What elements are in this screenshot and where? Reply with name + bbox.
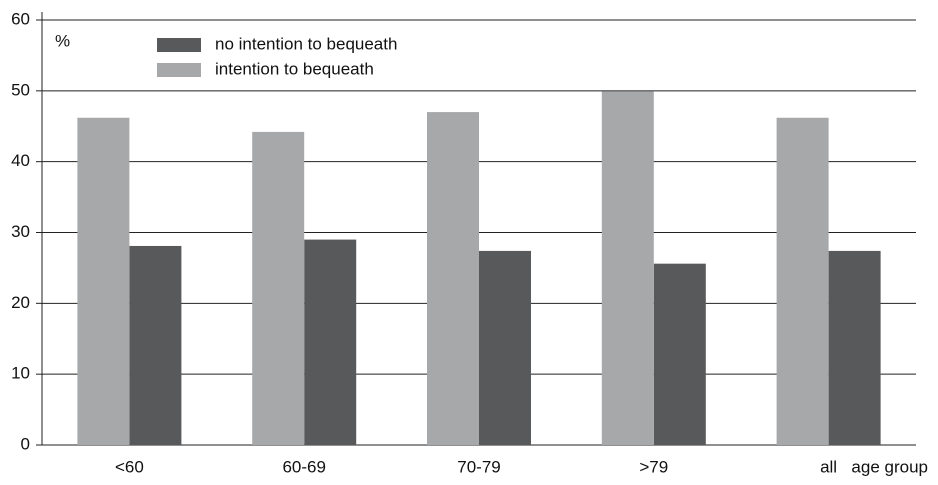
x-tick-label: >79: [639, 457, 668, 476]
legend-label: intention to bequeath: [215, 59, 374, 78]
y-tick-label: 40: [11, 151, 30, 170]
bar: [304, 239, 357, 445]
bar: [427, 112, 479, 445]
bar: [828, 250, 881, 445]
bar: [479, 250, 531, 445]
x-tick-label: all: [820, 457, 837, 476]
legend-swatch: [157, 63, 201, 77]
bar: [601, 91, 654, 446]
y-tick-label: 60: [11, 9, 30, 28]
bar: [129, 245, 182, 445]
bar: [77, 117, 130, 445]
y-tick-label: 30: [11, 222, 30, 241]
y-tick-label: 0: [21, 434, 30, 453]
y-tick-label: 50: [11, 80, 30, 99]
x-tick-label: <60: [115, 457, 144, 476]
y-axis-label: %: [55, 31, 70, 50]
bar: [653, 263, 706, 445]
y-tick-label: 20: [11, 293, 30, 312]
bar: [776, 117, 829, 445]
x-axis-label: age group: [851, 457, 928, 476]
x-tick-label: 70-79: [457, 457, 500, 476]
legend-label: no intention to bequeath: [215, 34, 397, 53]
x-tick-label: 60-69: [282, 457, 325, 476]
y-tick-label: 10: [11, 364, 30, 383]
bar: [252, 131, 305, 445]
legend-swatch: [157, 38, 201, 52]
